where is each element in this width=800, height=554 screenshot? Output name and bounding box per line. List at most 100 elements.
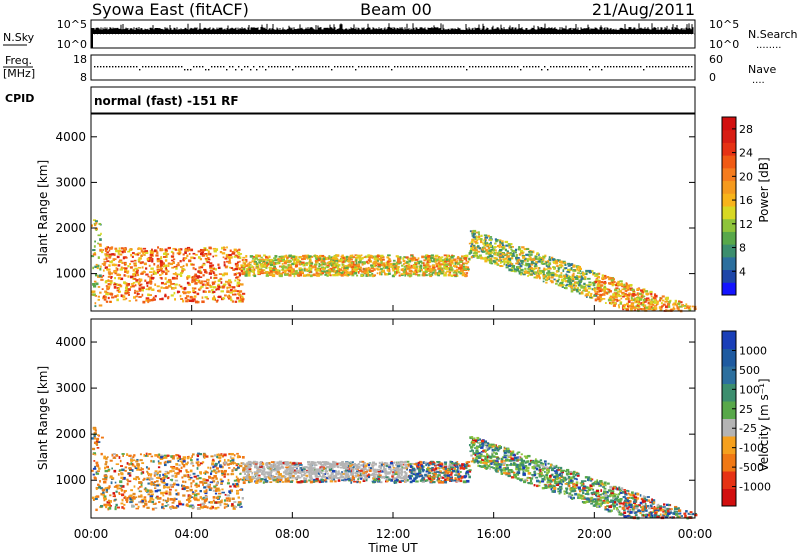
heatmap-cell [296, 262, 298, 265]
heatmap-cell [536, 252, 539, 255]
heatmap-cell [141, 293, 144, 297]
heatmap-cell [234, 262, 239, 266]
heatmap-cell [611, 283, 615, 286]
heatmap-cell [409, 274, 413, 277]
heatmap-cell [190, 457, 192, 460]
heatmap-cell [441, 260, 446, 263]
heatmap-cell [438, 264, 442, 268]
heatmap-cell [130, 260, 134, 263]
heatmap-cell [141, 462, 145, 465]
heatmap-cell [438, 272, 441, 275]
heatmap-cell [101, 288, 104, 290]
nsearch-label: N.Search [748, 28, 798, 41]
heatmap-cell [190, 462, 193, 465]
colorbar-tick-label: 4 [739, 265, 746, 278]
heatmap-cell [97, 298, 100, 301]
heatmap-cell [117, 252, 120, 255]
heatmap-cell [455, 266, 458, 269]
colorbar-swatch [722, 244, 736, 258]
heatmap-cell [605, 292, 609, 294]
freq-point [289, 66, 291, 68]
heatmap-cell [623, 283, 626, 287]
heatmap-cell [194, 253, 198, 256]
heatmap-cell [162, 252, 167, 256]
heatmap-cell [587, 269, 592, 272]
freq-point [139, 69, 141, 71]
heatmap-cell [156, 259, 161, 263]
heatmap-cell [200, 252, 204, 256]
heatmap-cell [542, 255, 546, 259]
heatmap-cell [212, 271, 215, 274]
heatmap-cell [429, 268, 433, 271]
heatmap-cell [213, 486, 217, 489]
heatmap-cell [223, 469, 227, 473]
heatmap-cell [269, 270, 273, 273]
heatmap-cell [438, 257, 442, 260]
heatmap-cell [295, 258, 299, 262]
heatmap-cell [554, 273, 557, 276]
heatmap-cell [170, 294, 174, 297]
heatmap-cell [483, 239, 486, 242]
heatmap-cell [432, 266, 436, 269]
heatmap-cell [232, 483, 235, 486]
heatmap-cell [379, 256, 382, 260]
heatmap-cell [137, 487, 140, 490]
heatmap-cell [116, 273, 120, 276]
heatmap-cell [122, 247, 126, 251]
heatmap-cell [148, 271, 153, 273]
heatmap-cell [293, 262, 297, 265]
heatmap-cell [598, 299, 602, 303]
heatmap-cell [93, 477, 97, 480]
heatmap-cell [346, 272, 350, 274]
heatmap-cell [179, 457, 182, 460]
heatmap-cell [156, 473, 159, 476]
heatmap-cell [234, 300, 238, 303]
heatmap-cell [506, 252, 510, 255]
heatmap-cell [195, 477, 199, 480]
heatmap-cell [137, 252, 141, 255]
heatmap-cell [298, 270, 302, 274]
freq-point [103, 66, 105, 68]
heatmap-cell [187, 500, 192, 503]
heatmap-cell [280, 256, 284, 260]
freq-point [580, 66, 582, 68]
heatmap-cell [555, 260, 558, 263]
heatmap-cell [435, 264, 439, 268]
heatmap-cell [123, 268, 127, 272]
heatmap-cell [232, 462, 236, 465]
freq-point [619, 66, 621, 68]
heatmap-cell [488, 252, 492, 256]
heatmap-cell [532, 262, 536, 265]
heatmap-cell [146, 470, 149, 473]
heatmap-cell [454, 262, 457, 265]
heatmap-cell [144, 503, 148, 506]
heatmap-cell [229, 485, 232, 488]
freq-point [406, 66, 408, 68]
heatmap-cell [183, 487, 186, 491]
heatmap-cell [368, 256, 372, 259]
freq-point [484, 66, 486, 68]
heatmap-cell [208, 501, 211, 504]
heatmap-cell [102, 493, 105, 497]
heatmap-cell [161, 477, 164, 480]
heatmap-cell [107, 507, 110, 511]
heatmap-cell [358, 469, 361, 472]
heatmap-cell [178, 502, 182, 506]
heatmap-cell [201, 461, 205, 464]
heatmap-cell [653, 305, 657, 307]
heatmap-cell [438, 270, 442, 273]
heatmap-cell [526, 259, 529, 263]
heatmap-cell [171, 266, 175, 269]
heatmap-cell [324, 262, 327, 265]
heatmap-cell [370, 264, 374, 268]
heatmap-cell [175, 483, 179, 486]
heatmap-cell [504, 253, 506, 256]
heatmap-cell [197, 504, 200, 507]
heatmap-cell [115, 463, 120, 466]
heatmap-cell [236, 466, 240, 469]
heatmap-cell [151, 507, 155, 511]
heatmap-cell [472, 233, 475, 236]
heatmap-cell [427, 258, 431, 261]
freq-point [418, 66, 420, 68]
heatmap-cell [563, 274, 567, 278]
